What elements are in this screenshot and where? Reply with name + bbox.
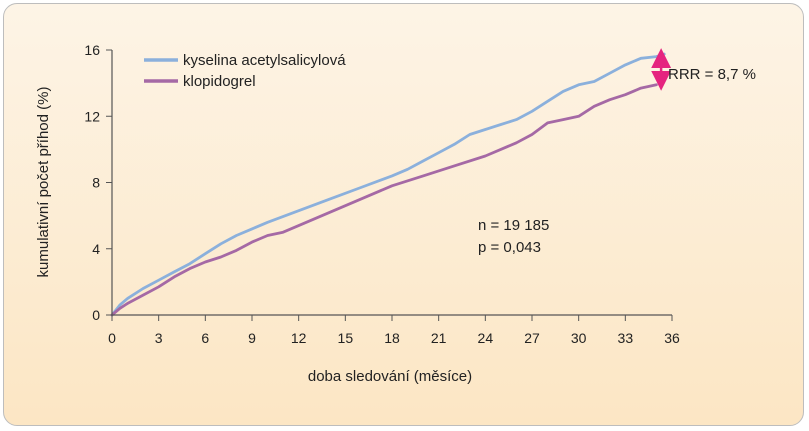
- x-tick-label: 12: [291, 330, 307, 346]
- series-line-aspirin: [110, 52, 666, 317]
- x-tick-label: 36: [664, 330, 680, 346]
- rrr-annotation: RRR = 8,7 %: [668, 66, 756, 83]
- x-tick-label: 0: [108, 330, 116, 346]
- y-axis-title: kumulativní počet příhod (%): [35, 87, 52, 278]
- x-tick-label: 6: [201, 330, 209, 346]
- x-tick-label: 9: [248, 330, 256, 346]
- x-axis-title: doba sledování (měsíce): [308, 368, 472, 385]
- x-tick-label: 24: [478, 330, 494, 346]
- x-tick-label: 33: [618, 330, 634, 346]
- y-tick-label: 16: [84, 42, 100, 58]
- x-tick-label: 21: [431, 330, 447, 346]
- legend-label-clopidogrel: klopidogrel: [183, 73, 256, 90]
- series-line-clopidogrel: [110, 83, 658, 317]
- y-tick-label: 0: [92, 307, 100, 323]
- x-tick-label: 3: [155, 330, 163, 346]
- x-tick-label: 15: [338, 330, 354, 346]
- x-tick-label: 27: [524, 330, 540, 346]
- p-annotation: p = 0,043: [478, 239, 541, 256]
- y-tick-label: 12: [84, 108, 100, 124]
- legend: kyselina acetylsalicylová klopidogrel: [144, 52, 346, 90]
- legend-label-aspirin: kyselina acetylsalicylová: [183, 52, 346, 69]
- n-annotation: n = 19 185: [478, 217, 549, 234]
- x-tick-label: 18: [384, 330, 400, 346]
- y-tick-label: 8: [92, 175, 100, 191]
- x-tick-label: 30: [571, 330, 587, 346]
- y-tick-label: 4: [92, 241, 100, 257]
